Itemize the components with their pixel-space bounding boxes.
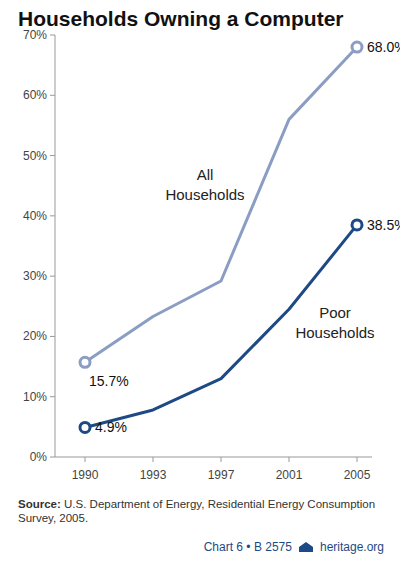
x-tick-label: 1993	[140, 468, 167, 482]
series-name: All Households	[165, 166, 244, 203]
y-tick-label: 30%	[23, 269, 47, 283]
data-label: 68.0%	[367, 39, 400, 55]
data-label: 38.5%	[367, 217, 400, 233]
y-tick-label: 10%	[23, 390, 47, 404]
y-tick	[50, 35, 55, 36]
y-tick-label: 0%	[30, 450, 48, 464]
y-tick-label: 40%	[23, 209, 47, 223]
x-axis	[55, 457, 372, 458]
y-tick-label: 60%	[23, 88, 47, 102]
x-tick-label: 2005	[344, 468, 371, 482]
marker	[80, 357, 90, 367]
y-tick-label: 50%	[23, 149, 47, 163]
x-tick	[289, 457, 290, 462]
series-line	[85, 47, 357, 362]
y-tick	[50, 215, 55, 216]
series-name: Poor Households	[295, 304, 374, 341]
y-tick-label: 70%	[23, 28, 47, 42]
x-tick	[85, 457, 86, 462]
y-tick	[50, 396, 55, 397]
x-tick-label: 1997	[208, 468, 235, 482]
y-tick	[50, 336, 55, 337]
y-tick	[50, 155, 55, 156]
marker	[80, 422, 90, 432]
x-tick	[357, 457, 358, 462]
source-label: Source:	[18, 498, 61, 510]
series-name-line: Households	[165, 186, 244, 203]
data-label: 4.9%	[95, 419, 127, 435]
title: Households Owning a Computer	[18, 7, 344, 30]
logo	[298, 541, 314, 553]
footer-text: Chart 6 • B 2575	[204, 540, 292, 554]
source-text: U.S. Department of Energy, Residential E…	[18, 498, 375, 524]
marker	[352, 220, 362, 230]
data-label: 15.7%	[89, 373, 129, 389]
labels: 15.7% 68.0% All Households 4.9% 38.5% Poor Hous…	[89, 39, 400, 435]
marker	[352, 42, 362, 52]
y-tick-label: 20%	[23, 329, 47, 343]
footer: Chart 6 • B 2575 heritage.org	[204, 540, 384, 554]
series-name-line: Poor	[319, 304, 351, 321]
y-axis	[55, 35, 56, 457]
plot-marks	[80, 42, 362, 432]
x-tick	[153, 457, 154, 462]
y-tick	[50, 276, 55, 277]
series-name-line: All	[197, 166, 214, 183]
chart: Households Owning a Computer 0% 10% 20% 30% 4…	[0, 0, 400, 495]
y-tick	[50, 95, 55, 96]
x-tick-label: 2001	[276, 468, 303, 482]
page: Households Owning a Computer 0% 10% 20% 30% 4…	[0, 0, 400, 571]
source: Source: U.S. Department of Energy, Resid…	[18, 497, 383, 525]
logo-shape	[299, 542, 313, 552]
x-tick-label: 1990	[72, 468, 99, 482]
y-tick	[50, 457, 55, 458]
series-name-line: Households	[295, 324, 374, 341]
x-tick	[221, 457, 222, 462]
footer-text: heritage.org	[320, 540, 384, 554]
